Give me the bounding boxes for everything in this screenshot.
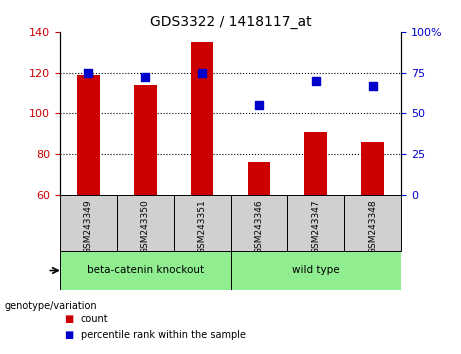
Bar [134,85,157,195]
Text: GSM243349: GSM243349 [84,199,93,254]
FancyBboxPatch shape [287,195,344,251]
Bar [304,132,327,195]
Text: GSM243350: GSM243350 [141,199,150,254]
Point [255,102,263,108]
Bar [248,162,270,195]
FancyBboxPatch shape [117,195,174,251]
Bar [191,42,213,195]
Text: ■: ■ [65,330,74,339]
Point [85,70,92,75]
Text: genotype/variation: genotype/variation [5,301,97,311]
Text: GSM243346: GSM243346 [254,199,263,254]
Text: percentile rank within the sample: percentile rank within the sample [81,330,246,339]
Text: GSM243351: GSM243351 [198,199,207,254]
Point [198,70,206,75]
Bar [361,142,384,195]
FancyBboxPatch shape [344,195,401,251]
Point [142,75,149,80]
Text: wild type: wild type [292,266,340,275]
FancyBboxPatch shape [60,251,230,290]
FancyBboxPatch shape [230,251,401,290]
FancyBboxPatch shape [60,195,117,251]
Text: GSM243347: GSM243347 [311,199,320,254]
FancyBboxPatch shape [230,195,287,251]
Text: ■: ■ [65,314,74,324]
Title: GDS3322 / 1418117_at: GDS3322 / 1418117_at [150,16,311,29]
FancyBboxPatch shape [174,195,230,251]
Point [312,78,319,84]
Bar [77,75,100,195]
Text: beta-catenin knockout: beta-catenin knockout [87,266,204,275]
Point [369,83,376,88]
Text: count: count [81,314,108,324]
Text: GSM243348: GSM243348 [368,199,377,254]
